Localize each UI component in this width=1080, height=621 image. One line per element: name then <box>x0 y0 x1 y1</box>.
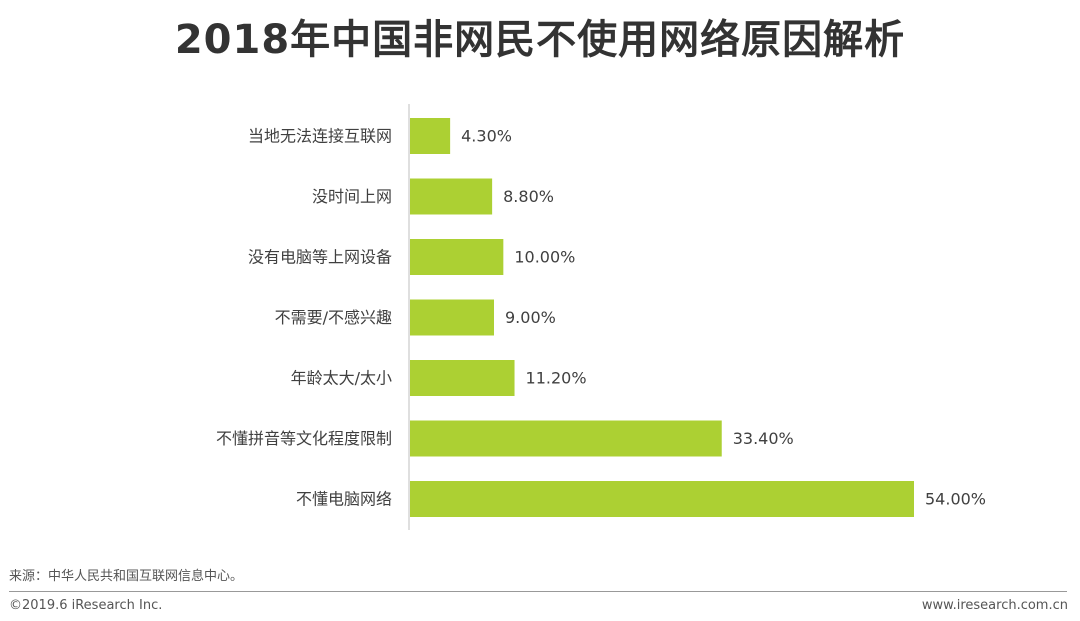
copyright-text: ©2019.6 iResearch Inc. <box>9 598 163 613</box>
footer-divider <box>9 591 1067 592</box>
bar <box>410 118 451 154</box>
value-label: 33.40% <box>733 429 794 448</box>
value-label: 8.80% <box>503 187 554 206</box>
bar <box>410 239 504 275</box>
category-label: 没时间上网 <box>312 187 392 206</box>
category-label: 不懂电脑网络 <box>296 490 392 509</box>
category-label: 不需要/不感兴趣 <box>275 308 392 327</box>
value-label: 9.00% <box>505 308 556 327</box>
category-label: 不懂拼音等文化程度限制 <box>216 429 392 448</box>
value-label: 10.00% <box>514 248 575 267</box>
value-label: 4.30% <box>461 127 512 146</box>
bars-group: 当地无法连接互联网 4.30% 没时间上网 8.80% 没有电脑等上网设备 10.00% 不… <box>216 118 986 517</box>
category-label: 没有电脑等上网设备 <box>248 248 392 267</box>
value-label: 11.20% <box>526 369 587 388</box>
chart-title: 2018年中国非网民不使用网络原因解析 <box>174 17 906 63</box>
source-note: 来源：中华人民共和国互联网信息中心。 <box>9 569 244 584</box>
category-label: 当地无法连接互联网 <box>248 127 392 146</box>
bar <box>410 420 722 457</box>
category-label: 年龄太大/太小 <box>291 369 392 388</box>
website-link[interactable]: www.iresearch.com.cn <box>921 598 1068 613</box>
bar-chart: 当地无法连接互联网 4.30% 没时间上网 8.80% 没有电脑等上网设备 10.00% 不… <box>216 104 986 530</box>
bar <box>410 481 914 517</box>
bar <box>410 360 515 396</box>
bar <box>410 178 493 215</box>
value-label: 54.00% <box>925 490 986 509</box>
bar <box>410 299 494 336</box>
